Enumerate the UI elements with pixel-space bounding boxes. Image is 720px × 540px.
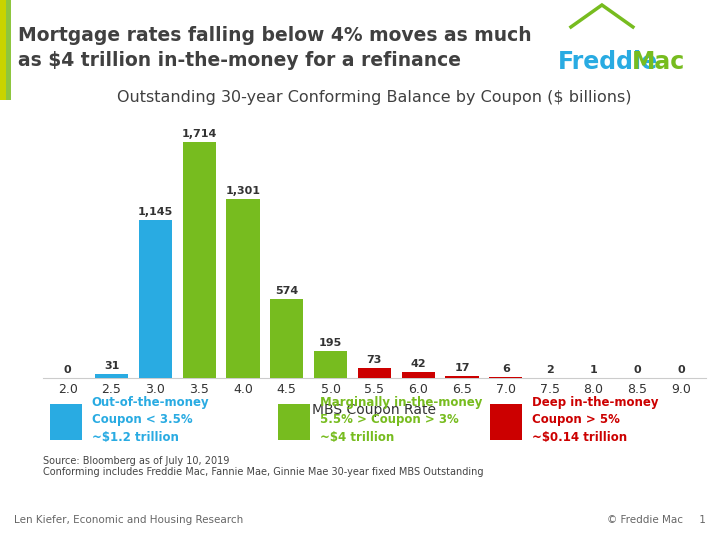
Text: 195: 195: [319, 339, 342, 348]
Text: 73: 73: [366, 355, 382, 365]
FancyBboxPatch shape: [50, 404, 81, 440]
Text: Mac: Mac: [631, 50, 685, 74]
Bar: [95, 374, 128, 378]
X-axis label: MBS Coupon Rate: MBS Coupon Rate: [312, 403, 436, 417]
FancyBboxPatch shape: [0, 0, 6, 100]
Text: 0: 0: [64, 365, 71, 375]
Text: © Freddie Mac     1: © Freddie Mac 1: [607, 515, 706, 525]
Text: 574: 574: [275, 286, 298, 296]
Text: 0: 0: [634, 365, 641, 375]
Title: Outstanding 30-year Conforming Balance by Coupon ($ billions): Outstanding 30-year Conforming Balance b…: [117, 90, 631, 105]
Bar: [402, 372, 435, 378]
Text: 6: 6: [502, 364, 510, 374]
Text: Out-of-the-money
Coupon < 3.5%
~$1.2 trillion: Out-of-the-money Coupon < 3.5% ~$1.2 tri…: [91, 396, 210, 444]
Bar: [446, 376, 479, 378]
Text: 17: 17: [454, 363, 469, 373]
Text: Len Kiefer, Economic and Housing Research: Len Kiefer, Economic and Housing Researc…: [14, 515, 243, 525]
Text: 0: 0: [678, 365, 685, 375]
Text: Deep in-the-money
Coupon > 5%
~$0.14 trillion: Deep in-the-money Coupon > 5% ~$0.14 tri…: [532, 396, 659, 444]
Text: 1: 1: [590, 365, 598, 375]
Text: 31: 31: [104, 361, 120, 371]
Text: Freddie: Freddie: [558, 50, 658, 74]
Text: Marginally in-the-money
5.5% > Coupon > 3%
~$4 trillion: Marginally in-the-money 5.5% > Coupon > …: [320, 396, 482, 444]
FancyBboxPatch shape: [279, 404, 310, 440]
Bar: [139, 220, 172, 378]
Bar: [489, 377, 523, 378]
Bar: [314, 351, 347, 378]
FancyBboxPatch shape: [490, 404, 522, 440]
Bar: [226, 199, 260, 378]
Text: 1,301: 1,301: [225, 186, 261, 196]
Text: 42: 42: [410, 360, 426, 369]
Text: Mortgage rates falling below 4% moves as much
as $4 trillion in-the-money for a : Mortgage rates falling below 4% moves as…: [18, 26, 531, 70]
Bar: [182, 141, 216, 378]
Bar: [358, 368, 391, 378]
Text: 1,714: 1,714: [181, 129, 217, 139]
Text: 1,145: 1,145: [138, 207, 173, 218]
FancyBboxPatch shape: [6, 0, 11, 100]
Bar: [270, 299, 303, 378]
Text: Source: Bloomberg as of July 10, 2019
Conforming includes Freddie Mac, Fannie Ma: Source: Bloomberg as of July 10, 2019 Co…: [43, 456, 484, 477]
Text: 2: 2: [546, 365, 554, 375]
